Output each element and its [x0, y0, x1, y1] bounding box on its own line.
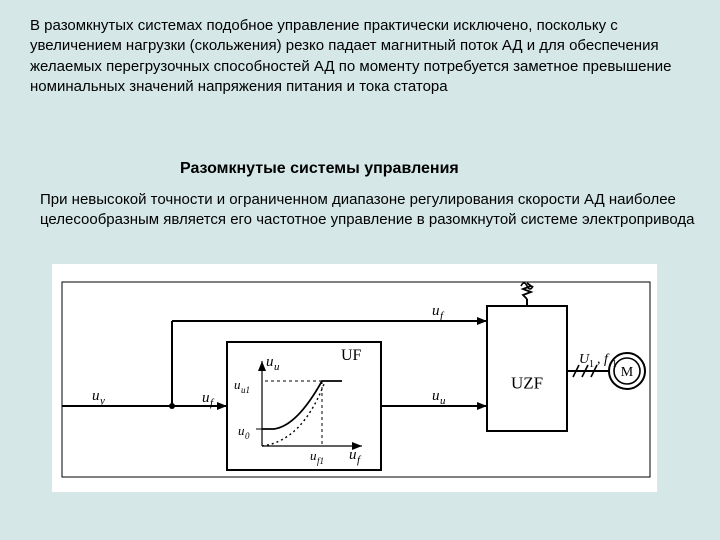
svg-text:u1: u1	[241, 385, 250, 395]
svg-text:y: y	[99, 395, 105, 407]
block-diagram: UFufuuuu1u0uf1UZFuyufufuuU1, f1M	[52, 264, 657, 492]
svg-text:f: f	[210, 397, 215, 409]
svg-text:f: f	[357, 454, 362, 466]
svg-text:u: u	[349, 447, 357, 463]
svg-text:f1: f1	[317, 456, 324, 466]
svg-text:UZF: UZF	[511, 374, 543, 393]
svg-text:0: 0	[245, 431, 250, 441]
svg-text:UF: UF	[341, 347, 362, 364]
svg-text:M: M	[621, 365, 634, 380]
paragraph-2: При невысокой точности и ограниченном ди…	[40, 190, 700, 231]
svg-text:u: u	[432, 303, 440, 319]
svg-text:u: u	[266, 354, 274, 370]
section-heading: Разомкнутые системы управления	[180, 160, 459, 178]
svg-text:u: u	[440, 395, 446, 407]
svg-text:u: u	[234, 377, 241, 392]
svg-text:u: u	[274, 361, 280, 373]
svg-text:u: u	[202, 390, 210, 406]
svg-text:u: u	[238, 423, 245, 438]
svg-text:, f: , f	[597, 352, 610, 367]
svg-text:u: u	[432, 388, 440, 404]
paragraph-1: В разомкнутых системах подобное управлен…	[30, 16, 690, 97]
svg-text:1: 1	[589, 359, 594, 370]
svg-text:u: u	[310, 448, 317, 463]
svg-text:u: u	[92, 388, 100, 404]
